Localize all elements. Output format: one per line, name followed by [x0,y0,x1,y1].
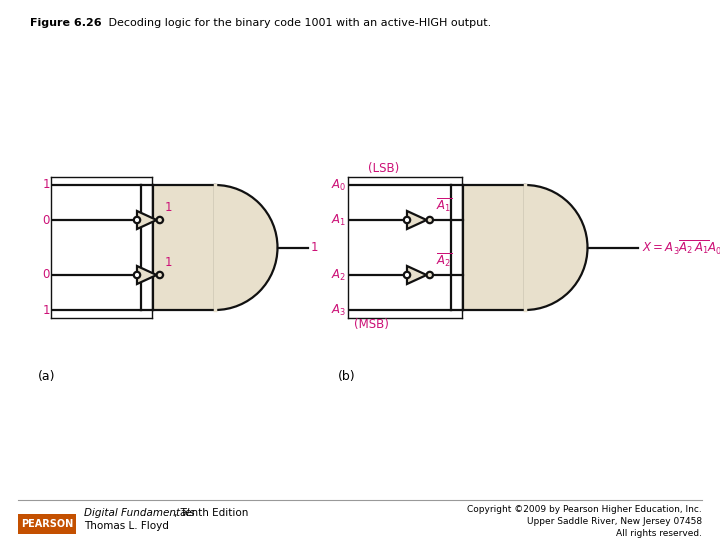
Circle shape [426,217,433,223]
Text: 1: 1 [310,241,318,254]
Text: $A_1$: $A_1$ [331,212,346,227]
Wedge shape [525,185,588,310]
Text: Copyright ©2009 by Pearson Higher Education, Inc.: Copyright ©2009 by Pearson Higher Educat… [467,505,702,514]
Text: Figure 6.26: Figure 6.26 [30,18,102,28]
Text: Thomas L. Floyd: Thomas L. Floyd [84,521,169,531]
Text: (MSB): (MSB) [354,318,389,331]
Circle shape [134,217,140,223]
Polygon shape [153,185,215,310]
Text: (b): (b) [338,370,356,383]
Polygon shape [137,211,157,229]
Text: 1: 1 [42,179,50,192]
Text: $A_2$: $A_2$ [331,267,346,282]
Text: Decoding logic for the binary code 1001 with an active-HIGH output.: Decoding logic for the binary code 1001 … [98,18,491,28]
Text: , Tenth Edition: , Tenth Edition [174,508,248,518]
Circle shape [134,272,140,278]
Circle shape [157,272,163,278]
Polygon shape [407,266,426,284]
Text: 0: 0 [42,213,50,226]
Text: All rights reserved.: All rights reserved. [616,529,702,538]
Polygon shape [462,185,525,310]
Text: 1: 1 [165,201,173,214]
Text: 1: 1 [42,303,50,316]
Circle shape [404,217,410,223]
Circle shape [157,217,163,223]
Text: Upper Saddle River, New Jersey 07458: Upper Saddle River, New Jersey 07458 [527,517,702,526]
Polygon shape [407,211,426,229]
Text: $A_3$: $A_3$ [330,302,346,318]
Polygon shape [137,266,157,284]
Text: 1: 1 [165,256,173,269]
Text: Digital Fundamentals: Digital Fundamentals [84,508,194,518]
Text: $\overline{A_2}$: $\overline{A_2}$ [436,251,452,269]
Text: $X = A_3\overline{A_2}\,\overline{A_1}A_0$: $X = A_3\overline{A_2}\,\overline{A_1}A_… [642,239,720,256]
Circle shape [404,272,410,278]
Text: $\overline{A_1}$: $\overline{A_1}$ [436,197,452,214]
Text: (LSB): (LSB) [368,162,400,175]
Text: (a): (a) [38,370,55,383]
Text: PEARSON: PEARSON [21,519,73,529]
Bar [18,514,76,534]
Text: 0: 0 [42,268,50,281]
Circle shape [426,272,433,278]
Text: $A_0$: $A_0$ [330,178,346,193]
Wedge shape [215,185,277,310]
